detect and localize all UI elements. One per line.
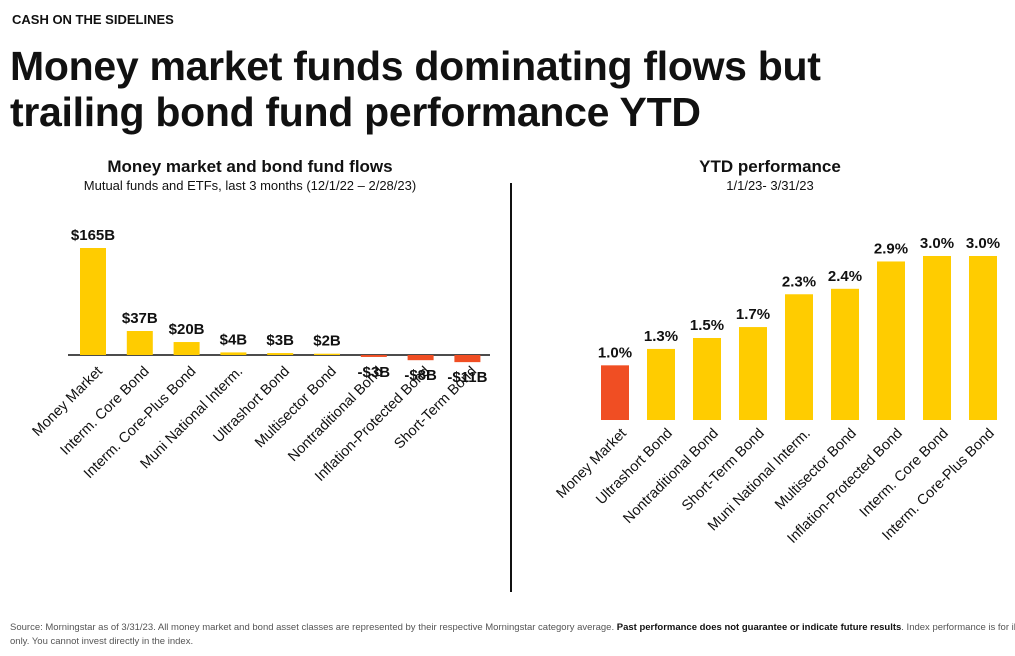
x-tick-label: Interm. Core Bond [58,364,153,459]
bar [360,355,387,357]
bar [173,342,200,355]
bar [80,248,106,355]
value-label: 2.4% [828,268,862,285]
chart-subtitle: Mutual funds and ETFs, last 3 months (12… [84,178,416,193]
value-label: $165B [71,227,115,244]
x-tick-label: Multisector Bond [772,426,860,514]
bar [923,256,951,420]
value-label: 1.0% [598,344,632,361]
bar [220,352,247,355]
value-label: $2B [313,333,341,350]
bar [267,353,294,355]
bar [785,294,813,420]
bar [693,338,721,420]
footnote-part: Source: Morningstar as of 3/31/23. All m… [10,622,617,633]
value-label: $4B [220,331,248,348]
x-tick-label: Short-Term Bond [679,426,768,515]
bar [407,355,434,361]
value-label: $20B [169,321,205,338]
bar [739,327,767,420]
chart-subtitle: 1/1/23- 3/31/23 [726,178,813,193]
value-label: -$3B [358,364,391,381]
title-line: Money market funds dominating flows but [10,43,821,89]
footnote: only. You cannot invest directly in the … [10,636,193,647]
bar [126,331,153,355]
footnote-bold: Past performance does not guarantee or i… [617,622,902,633]
bar [831,288,859,420]
value-label: $37B [122,310,158,327]
chart-title: Money market and bond fund flows [107,157,392,176]
x-tick-label: Multisector Bond [252,364,340,452]
kicker: CASH ON THE SIDELINES [12,12,174,27]
title-line: trailing bond fund performance YTD [10,89,701,135]
value-label: 2.9% [874,240,908,257]
footnote-part: . Index performance is for illustrative … [901,622,1015,633]
value-label: 3.0% [920,235,954,252]
value-label: $3B [266,332,294,349]
x-tick-label: Interm. Core Bond [857,426,952,521]
value-label: 1.5% [690,317,724,334]
bar [647,348,675,420]
bar [314,353,340,355]
value-label: 1.7% [736,306,770,323]
bar [877,261,905,420]
chart-title: YTD performance [699,157,841,176]
value-label: 3.0% [966,235,1000,252]
value-label: -$8B [404,367,437,384]
footnote: Source: Morningstar as of 3/31/23. All m… [10,622,1015,633]
bar [969,256,997,420]
bar [454,355,481,363]
bar [601,365,629,420]
value-label: 1.3% [644,328,678,345]
value-label: -$11B [447,369,487,386]
value-label: 2.3% [782,273,816,290]
